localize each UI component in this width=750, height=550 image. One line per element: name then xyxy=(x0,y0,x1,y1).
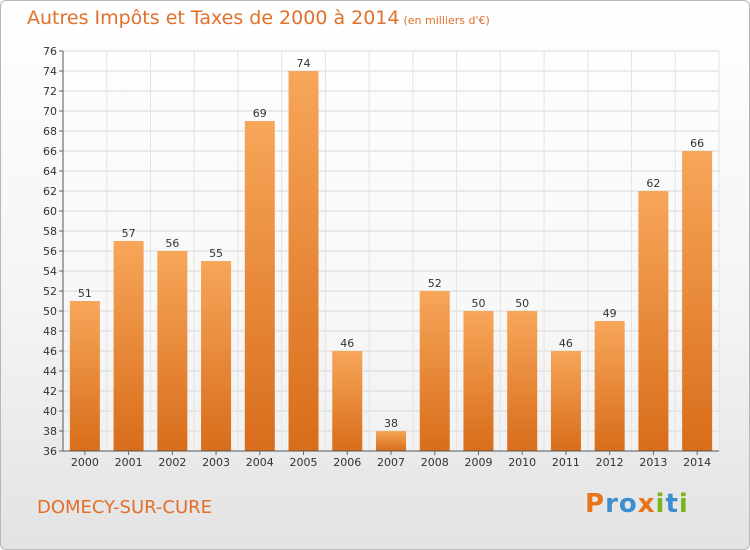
y-tick-label: 48 xyxy=(43,325,57,338)
y-tick-label: 44 xyxy=(43,365,57,378)
bar-value-label: 57 xyxy=(122,227,136,240)
bar xyxy=(594,321,625,451)
logo-letter: i xyxy=(655,489,666,519)
logo-letter: o xyxy=(618,489,638,519)
bar-value-label: 56 xyxy=(165,237,179,250)
bar-value-label: 69 xyxy=(253,107,267,120)
bar-value-label: 52 xyxy=(428,277,442,290)
x-tick-label: 2007 xyxy=(377,456,405,469)
x-tick-label: 2006 xyxy=(333,456,361,469)
y-tick-label: 60 xyxy=(43,205,57,218)
bar xyxy=(244,121,275,451)
y-tick-label: 58 xyxy=(43,225,57,238)
y-tick-label: 40 xyxy=(43,405,57,418)
logo-letter: x xyxy=(637,489,656,519)
commune-name: DOMECY-SUR-CURE xyxy=(37,497,213,518)
x-tick-label: 2001 xyxy=(115,456,143,469)
bar xyxy=(157,251,188,451)
bars: 51 57 56 55 69 74 46 38 52 50 50 46 49 62 66 xyxy=(69,57,713,451)
bar-value-label: 50 xyxy=(471,297,485,310)
x-tick-label: 2002 xyxy=(158,456,186,469)
bar xyxy=(507,311,538,451)
y-tick-label: 46 xyxy=(43,345,57,358)
y-tick-label: 72 xyxy=(43,85,57,98)
bar-value-label: 62 xyxy=(646,177,660,190)
bar-value-label: 51 xyxy=(78,287,92,300)
y-tick-label: 38 xyxy=(43,425,57,438)
logo-letter: t xyxy=(665,489,679,519)
bar xyxy=(463,311,494,451)
logo-letter: i xyxy=(678,489,689,519)
bar xyxy=(419,291,450,451)
bar-value-label: 49 xyxy=(603,307,617,320)
x-tick-label: 2012 xyxy=(596,456,624,469)
logo-letter: P xyxy=(585,489,606,519)
x-tick-label: 2010 xyxy=(508,456,536,469)
x-tick-label: 2003 xyxy=(202,456,230,469)
chart-title: Autres Impôts et Taxes de 2000 à 2014 (en… xyxy=(27,7,490,29)
bar xyxy=(376,431,406,451)
bar xyxy=(69,301,100,451)
y-tick-label: 54 xyxy=(43,265,57,278)
y-tick-label: 42 xyxy=(43,385,57,398)
x-tick-label: 2008 xyxy=(421,456,449,469)
x-tick-label: 2013 xyxy=(639,456,667,469)
bar xyxy=(638,191,669,451)
y-tick-label: 50 xyxy=(43,305,57,318)
y-tick-label: 56 xyxy=(43,245,57,258)
y-tick-label: 52 xyxy=(43,285,57,298)
axes: 36 38 40 42 44 46 48 50 52 54 56 58 60 62 64 66 68 70 72 74… xyxy=(43,45,719,469)
x-tick-label: 2014 xyxy=(683,456,711,469)
y-tick-label: 76 xyxy=(43,45,57,58)
x-tick-label: 2000 xyxy=(71,456,99,469)
bar-value-label: 66 xyxy=(690,137,704,150)
logo-letter: r xyxy=(605,489,619,519)
chart-subtitle: (en milliers d'€) xyxy=(403,14,490,27)
bar-value-label: 50 xyxy=(515,297,529,310)
x-tick-label: 2009 xyxy=(464,456,492,469)
x-tick-label: 2005 xyxy=(290,456,318,469)
y-tick-label: 68 xyxy=(43,125,57,138)
y-tick-label: 66 xyxy=(43,145,57,158)
bar xyxy=(201,261,232,451)
proxiti-logo: Proxiti xyxy=(585,489,689,519)
y-tick-label: 70 xyxy=(43,105,57,118)
x-tick-label: 2004 xyxy=(246,456,274,469)
bar-value-label: 38 xyxy=(384,417,398,430)
bar xyxy=(288,71,319,451)
bar-value-label: 46 xyxy=(559,337,573,350)
bar xyxy=(682,151,713,451)
bar xyxy=(113,241,144,451)
bar-value-label: 46 xyxy=(340,337,354,350)
bar-value-label: 55 xyxy=(209,247,223,260)
y-tick-label: 62 xyxy=(43,185,57,198)
y-tick-label: 64 xyxy=(43,165,57,178)
bar xyxy=(550,351,581,451)
y-tick-label: 36 xyxy=(43,445,57,458)
x-tick-label: 2011 xyxy=(552,456,580,469)
bar xyxy=(332,351,363,451)
bar-value-label: 74 xyxy=(297,57,311,70)
y-tick-label: 74 xyxy=(43,65,57,78)
